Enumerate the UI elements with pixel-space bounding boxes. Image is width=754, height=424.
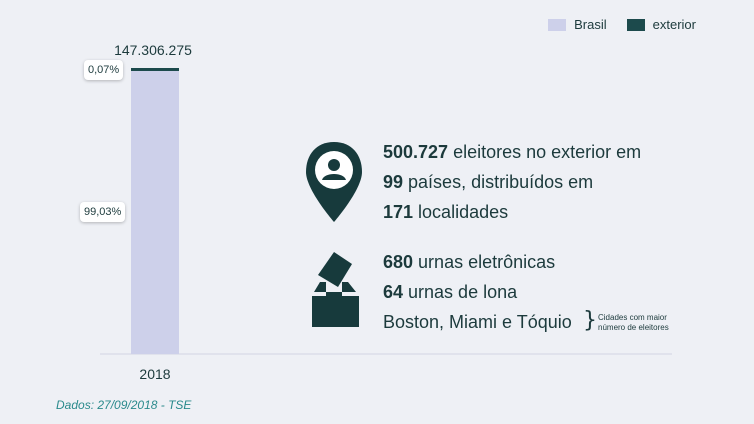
legend-label-brasil: Brasil bbox=[574, 17, 607, 32]
info-block-voters: 500.727 eleitores no exterior em 99 país… bbox=[383, 137, 641, 227]
percent-label-exterior: 0,07% bbox=[84, 60, 124, 80]
legend-swatch-exterior bbox=[626, 18, 645, 31]
info-line-cities: Boston, Miami e Tóquio bbox=[383, 312, 572, 332]
x-tick-label-2018: 2018 bbox=[139, 366, 170, 382]
info-line-voters: 500.727 eleitores no exterior em bbox=[383, 142, 642, 162]
bar-exterior bbox=[131, 68, 179, 71]
total-label: 147.306.275 bbox=[114, 42, 192, 58]
bar-brasil bbox=[131, 71, 179, 354]
brace-glyph: } bbox=[583, 308, 597, 333]
legend-item-exterior: exterior bbox=[626, 17, 696, 32]
cities-note-line1: Cidades com maior bbox=[598, 313, 667, 322]
cities-note-line2: número de eleitores bbox=[598, 323, 669, 332]
info-line-locations: 171 localidades bbox=[383, 202, 509, 222]
legend: Brasil exterior bbox=[548, 17, 696, 32]
info-line-countries: 99 países, distribuídos em bbox=[383, 172, 594, 192]
source-note: Dados: 27/09/2018 - TSE bbox=[56, 398, 192, 412]
ballot-box-icon bbox=[312, 252, 359, 327]
legend-label-exterior: exterior bbox=[652, 17, 696, 32]
location-pin-person-icon bbox=[306, 142, 362, 222]
info-block-urns: 680 urnas eletrônicas 64 urnas de lona B… bbox=[383, 247, 572, 337]
cities-note: Cidades com maior número de eleitores bbox=[598, 313, 669, 333]
legend-item-brasil: Brasil bbox=[548, 17, 607, 32]
info-line-electronic-urns: 680 urnas eletrônicas bbox=[383, 252, 556, 272]
percent-label-brasil: 99,03% bbox=[80, 202, 126, 222]
legend-swatch-brasil bbox=[548, 18, 567, 31]
info-line-canvas-urns: 64 urnas de lona bbox=[383, 282, 518, 302]
